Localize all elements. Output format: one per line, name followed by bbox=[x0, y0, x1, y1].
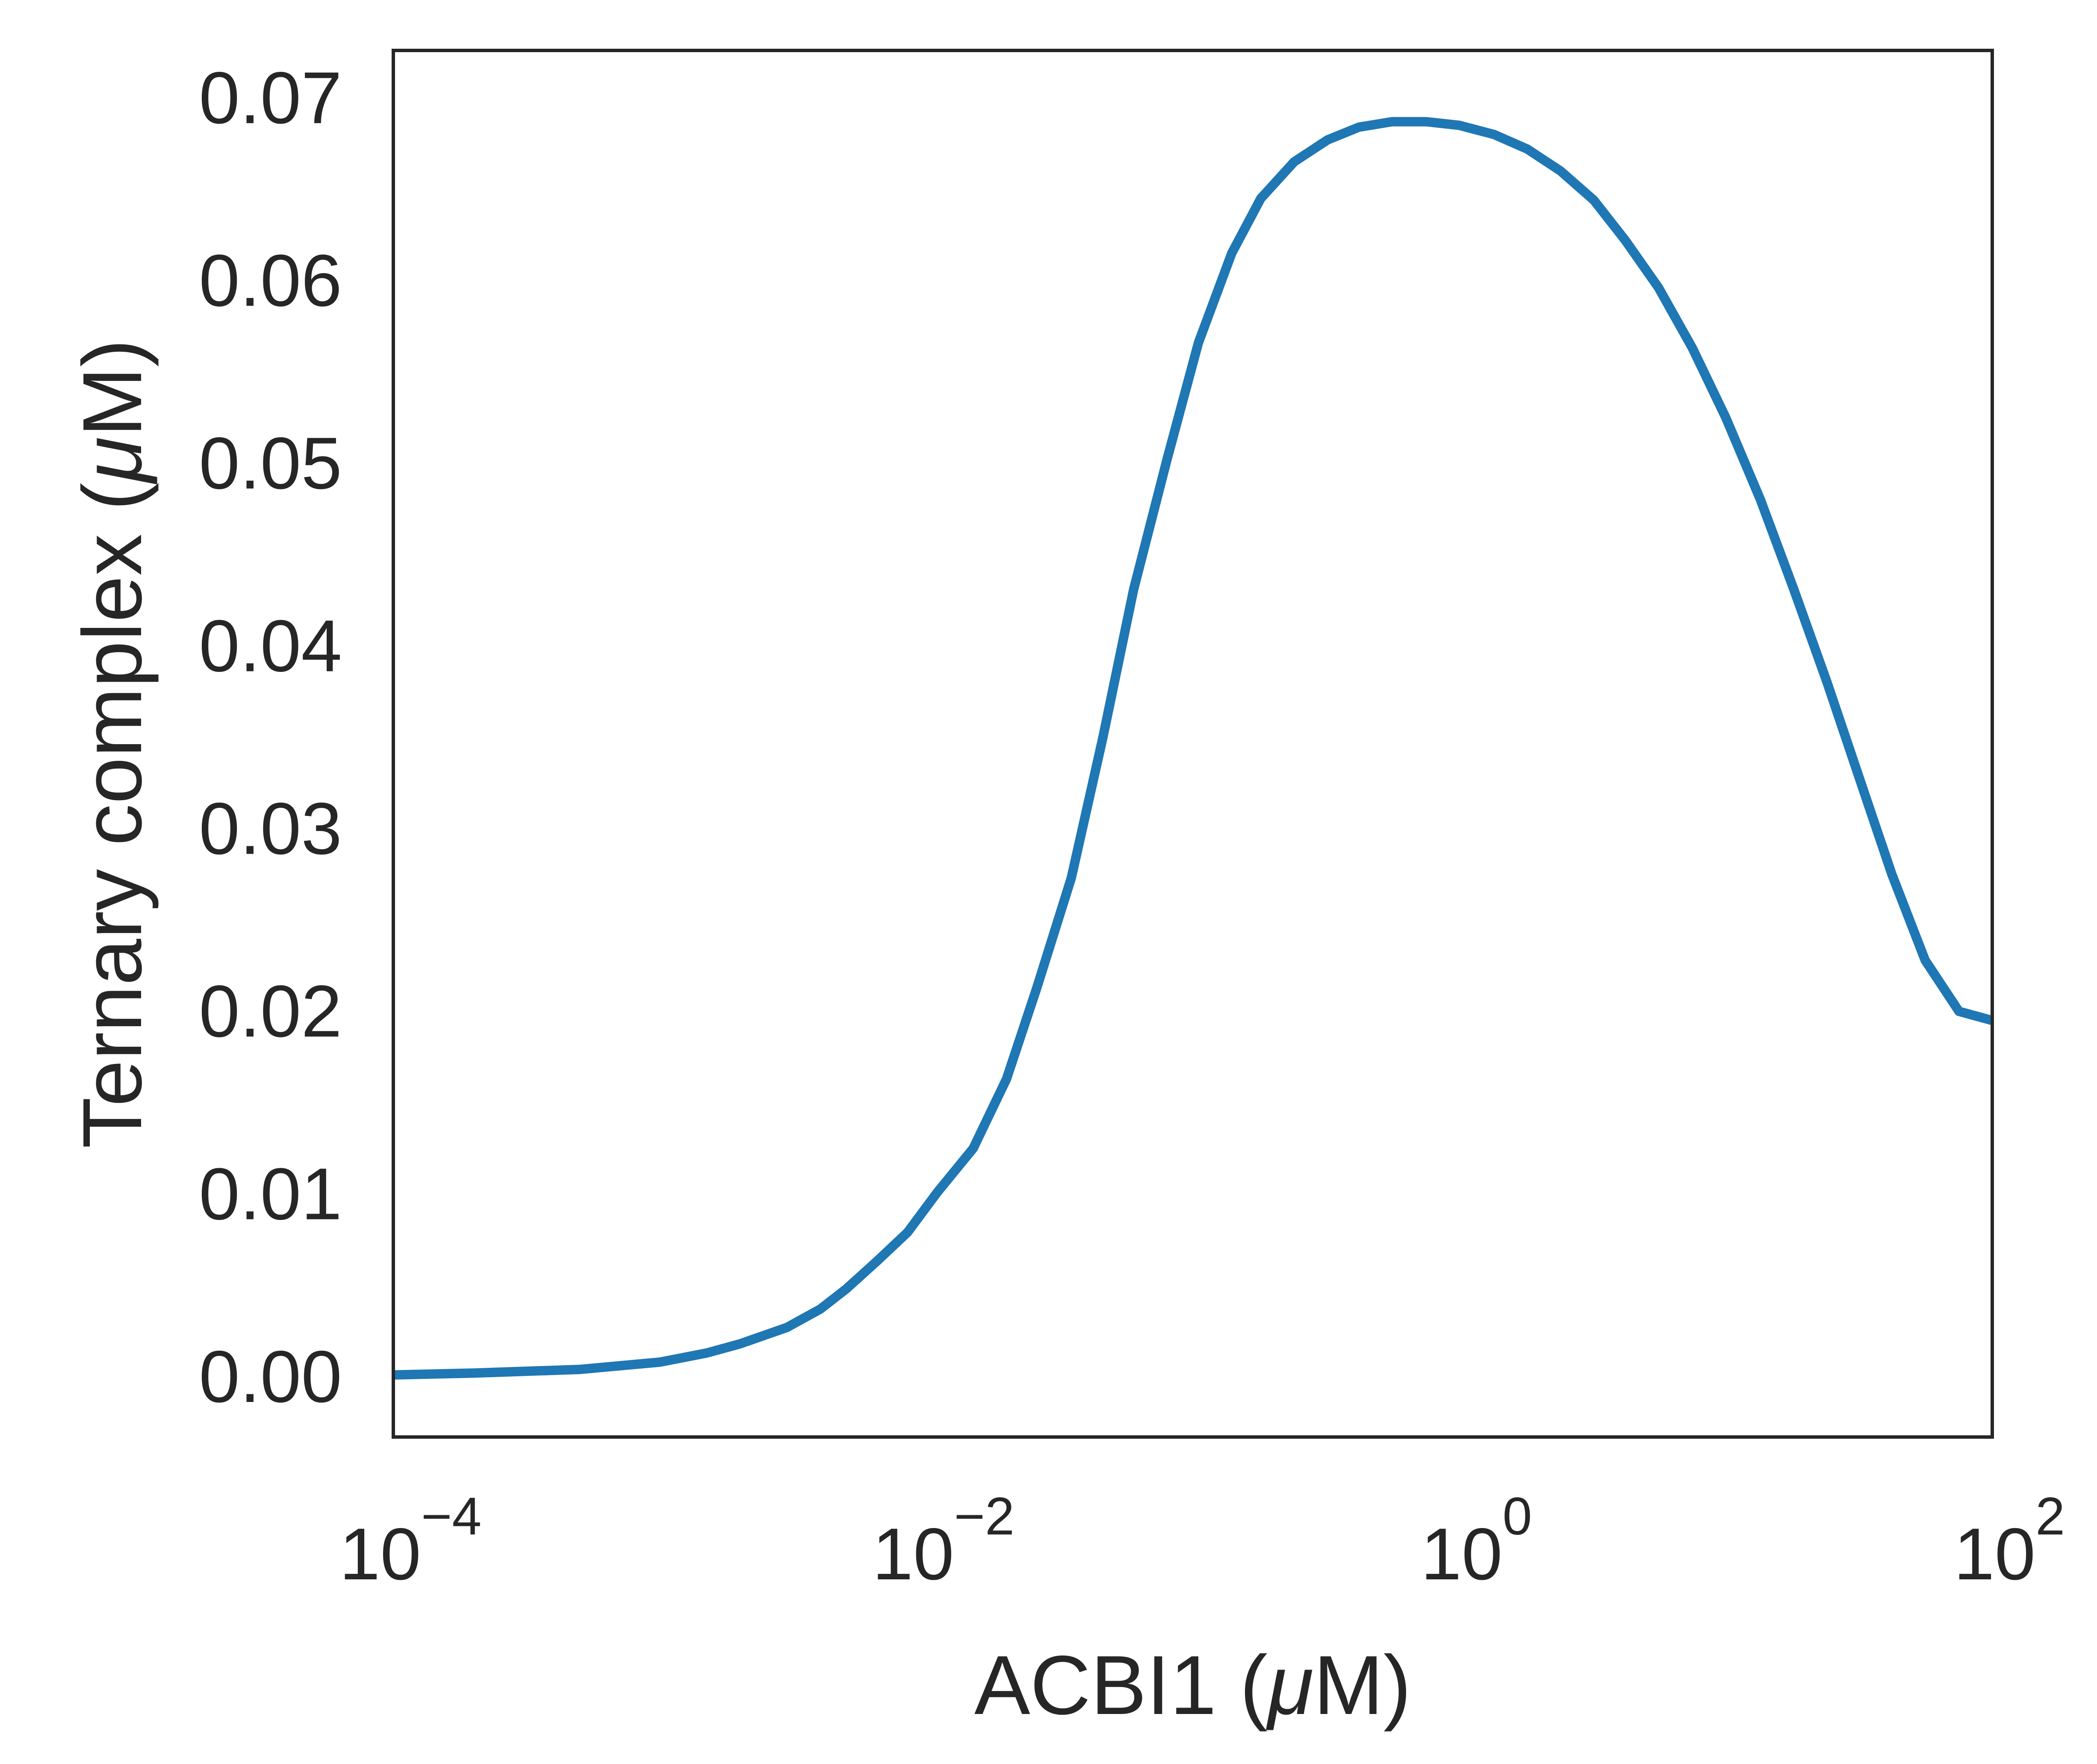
x-tick-base: 10 bbox=[872, 1513, 954, 1595]
x-axis-title: ACBI1 (μM) bbox=[974, 1638, 1411, 1732]
x-axis-ticks: 10−4 10−2 100 102 bbox=[339, 1487, 2065, 1595]
series-layer bbox=[393, 117, 1994, 1380]
y-tick-label: 0.02 bbox=[199, 970, 342, 1052]
y-axis-title-mu: μ bbox=[65, 437, 159, 485]
y-axis-title: Ternary complex (μM) bbox=[65, 339, 159, 1149]
x-axis-title-mu: μ bbox=[1265, 1638, 1313, 1732]
x-tick-exponent: −2 bbox=[954, 1487, 1015, 1546]
x-tick-label: 100 bbox=[1421, 1487, 1532, 1595]
x-tick-label: 10−2 bbox=[872, 1487, 1015, 1595]
x-axis-title-suffix: M) bbox=[1314, 1638, 1412, 1732]
y-axis-title-suffix: M) bbox=[65, 339, 159, 437]
plot-frame bbox=[392, 49, 1994, 1439]
x-axis-title-prefix: ACBI1 ( bbox=[974, 1638, 1268, 1732]
y-axis-ticks: 0.00 0.01 0.02 0.03 0.04 0.05 0.06 0.07 bbox=[199, 57, 342, 1418]
x-tick-exponent: 2 bbox=[2035, 1487, 2065, 1546]
y-tick-label: 0.03 bbox=[199, 788, 342, 870]
x-tick-label: 10−4 bbox=[339, 1487, 482, 1595]
y-tick-label: 0.07 bbox=[199, 57, 342, 139]
y-tick-label: 0.06 bbox=[199, 240, 342, 322]
y-tick-label: 0.00 bbox=[199, 1336, 342, 1418]
x-tick-exponent: 0 bbox=[1503, 1487, 1532, 1546]
x-tick-base: 10 bbox=[1421, 1513, 1502, 1595]
x-tick-label: 102 bbox=[1954, 1487, 2065, 1595]
series-line bbox=[393, 117, 1994, 1380]
x-tick-base: 10 bbox=[339, 1513, 421, 1595]
x-tick-exponent: −4 bbox=[421, 1487, 481, 1546]
y-tick-label: 0.01 bbox=[199, 1153, 342, 1235]
y-axis-title-prefix: Ternary complex ( bbox=[65, 483, 159, 1149]
y-tick-label: 0.05 bbox=[199, 422, 342, 504]
x-tick-base: 10 bbox=[1954, 1513, 2035, 1595]
y-tick-label: 0.04 bbox=[199, 605, 342, 687]
